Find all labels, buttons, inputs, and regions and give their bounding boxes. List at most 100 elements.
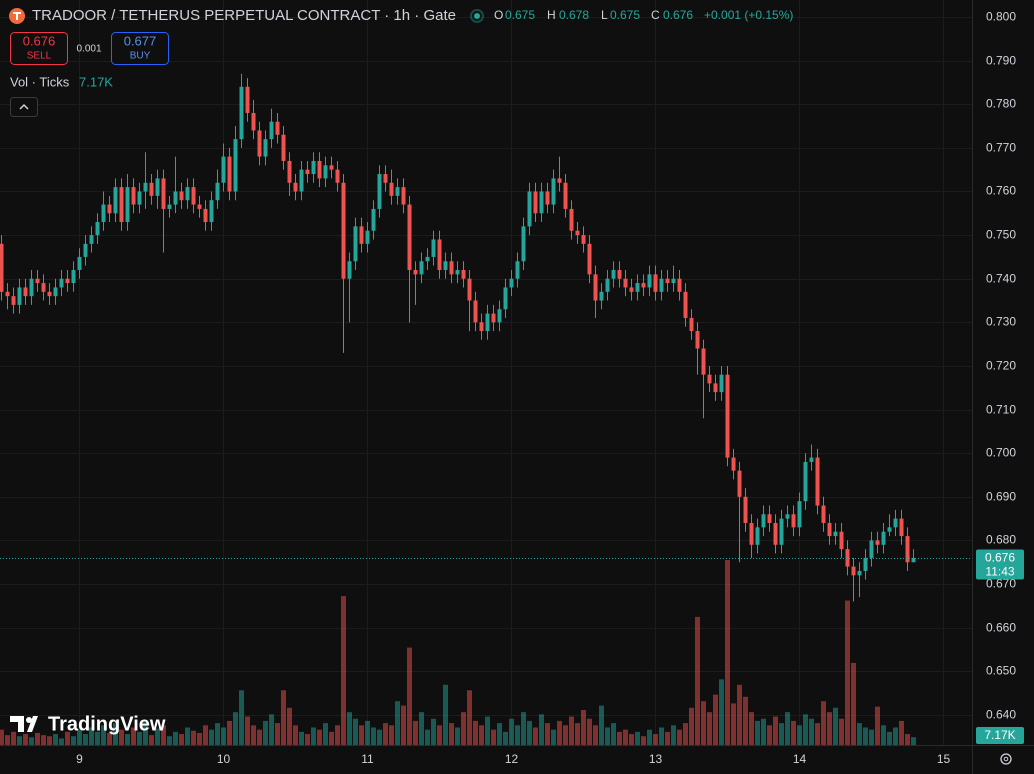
buy-price[interactable]: 0.677: [124, 33, 157, 48]
sell-label[interactable]: SELL: [27, 51, 52, 62]
volume-bar: [827, 712, 832, 745]
candle-body: [605, 278, 610, 292]
volume-bar: [173, 731, 178, 745]
candles: [0, 73, 916, 602]
candle-body: [743, 496, 748, 523]
volume-bar: [35, 732, 40, 745]
volume-bar: [455, 727, 460, 745]
candle-body: [89, 235, 94, 244]
y-tick-label: 0.770: [986, 141, 1016, 155]
candle-body: [107, 204, 112, 214]
volume-bar: [113, 723, 118, 745]
volume-bar: [77, 729, 82, 745]
candle-body: [311, 160, 316, 175]
change: +0.001 (+0.15%): [704, 8, 793, 22]
volume-bar: [503, 731, 508, 745]
volume-bar: [401, 705, 406, 745]
candle-body: [905, 536, 910, 563]
ohlc-label: C: [651, 8, 660, 22]
volume-bar: [677, 729, 682, 745]
candle-body: [893, 518, 898, 528]
candle-body: [599, 291, 604, 301]
volume-bar: [407, 647, 412, 745]
candle-body: [575, 230, 580, 236]
volume-bar: [569, 716, 574, 745]
volume-bar: [659, 727, 664, 745]
candle-body: [209, 200, 214, 223]
volume-bar: [101, 725, 106, 745]
volume-bar: [275, 723, 280, 745]
volume-bar: [281, 690, 286, 745]
y-tick-label: 0.780: [986, 97, 1016, 111]
candle-body: [275, 121, 280, 135]
candle-body: [131, 187, 136, 205]
buy-label[interactable]: BUY: [130, 51, 151, 62]
volume-bar: [215, 723, 220, 745]
candle-body: [821, 505, 826, 523]
candle-body: [869, 540, 874, 558]
volume-bar: [11, 731, 16, 745]
candle-body: [383, 174, 388, 183]
volume-bar: [353, 718, 358, 745]
volume-bar: [707, 712, 712, 745]
countdown: 11:43: [985, 565, 1014, 579]
candle-body: [587, 243, 592, 275]
candle-body: [317, 160, 322, 179]
volume-bar: [557, 720, 562, 745]
volume-bar: [287, 707, 292, 745]
candle-body: [413, 269, 418, 275]
sell-button[interactable]: [10, 32, 68, 65]
candle-body: [701, 348, 706, 375]
volume-bar: [473, 720, 478, 745]
volume-bar: [701, 701, 706, 745]
volume-bar: [95, 731, 100, 745]
settings-icon[interactable]: [1000, 753, 1012, 765]
sell-price[interactable]: 0.676: [23, 33, 56, 48]
candle-body: [269, 121, 274, 140]
candle-body: [371, 208, 376, 231]
y-tick-label: 0.670: [986, 577, 1016, 591]
volume-bar: [653, 734, 658, 745]
candle-body: [911, 557, 916, 563]
volume-bar: [293, 725, 298, 745]
volume-bar: [497, 723, 502, 745]
volume-bar: [53, 734, 58, 745]
volume-bar: [245, 716, 250, 745]
y-tick-label: 0.800: [986, 10, 1016, 24]
collapse-button[interactable]: [10, 97, 38, 117]
candle-body: [551, 178, 556, 205]
candle-body: [773, 522, 778, 545]
candle-body: [227, 156, 232, 192]
volume-bar: [797, 725, 802, 745]
volume-bar: [533, 727, 538, 745]
y-tick-label: 0.690: [986, 490, 1016, 504]
ohlc-value: 0.676: [663, 8, 693, 22]
y-tick-label: 0.790: [986, 54, 1016, 68]
candle-body: [527, 191, 532, 227]
watermark-logo-dot: [26, 717, 32, 723]
candle-body: [287, 160, 292, 183]
volume-bar: [461, 712, 466, 745]
volume-bar: [125, 734, 130, 745]
candle-body: [335, 169, 340, 183]
y-tick-label: 0.710: [986, 403, 1016, 417]
x-tick-label: 15: [937, 752, 951, 766]
buy-button[interactable]: [111, 32, 169, 65]
candle-body: [23, 287, 28, 297]
volume-bar: [587, 718, 592, 745]
x-tick-label: 12: [505, 752, 519, 766]
volume-bar: [383, 723, 388, 745]
candle-body: [191, 187, 196, 205]
candle-body: [83, 243, 88, 257]
volume-bar: [185, 727, 190, 745]
volume-bar: [233, 712, 238, 745]
candle-body: [509, 278, 514, 288]
candle-body: [683, 291, 688, 318]
candle-body: [143, 182, 148, 192]
volume-bar: [755, 720, 760, 745]
volume-bar: [149, 735, 154, 745]
volume-bar: [683, 723, 688, 745]
last-price-tag: [976, 549, 1024, 580]
